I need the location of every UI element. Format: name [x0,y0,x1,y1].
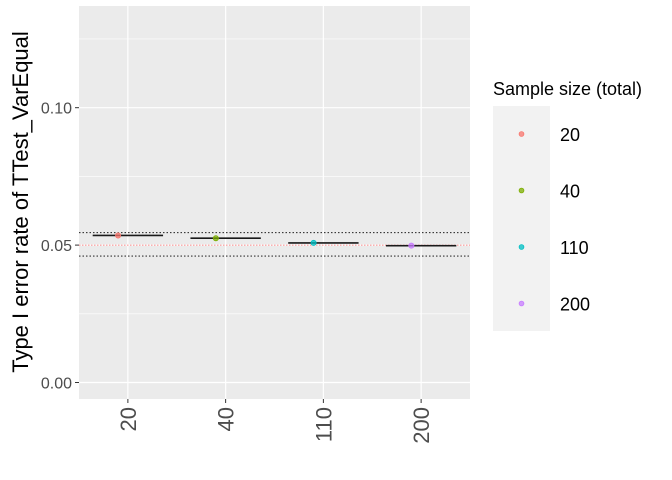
x-tick-label: 110 [311,407,336,442]
y-axis: 0.00 0.05 0.10 [41,101,79,393]
x-tick-label: 20 [116,407,141,431]
x-axis: 20 40 110 200 [116,399,434,444]
legend: Sample size (total) 20 40 110 200 [493,79,642,331]
data-point-40 [212,235,219,242]
reference-lines [79,232,470,257]
data-marks [92,232,457,249]
data-point-110 [310,239,317,246]
plot-panel [79,6,470,399]
legend-title: Sample size (total) [493,79,642,99]
legend-items: 20 40 110 200 [518,125,590,315]
legend-label-20: 20 [560,125,580,145]
data-point-200 [408,242,415,249]
x-tick-label: 40 [214,407,239,431]
y-axis-label: Type I error rate of TTest_VarEqual [8,31,33,373]
legend-label-200: 200 [560,295,590,315]
data-point-20 [115,232,122,239]
y-tick-label: 0.00 [41,376,72,393]
legend-label-40: 40 [560,182,580,202]
legend-key-110 [518,244,525,250]
legend-label-110: 110 [560,238,589,258]
y-tick-label: 0.10 [41,101,72,118]
legend-keys-background [493,106,550,331]
legend-key-200 [518,300,525,307]
x-tick-label: 200 [409,407,434,444]
legend-key-40 [518,187,525,194]
y-tick-label: 0.05 [41,238,72,255]
legend-key-20 [518,131,525,137]
